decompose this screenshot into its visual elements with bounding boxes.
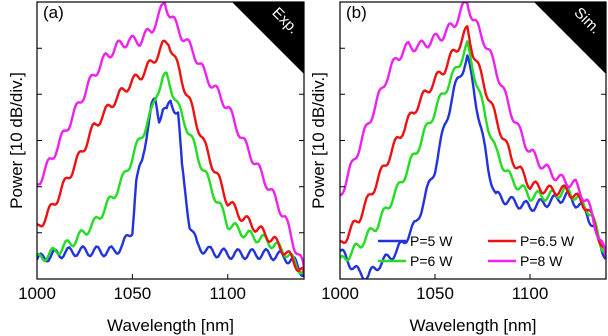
- y-axis-title: Power [10 dB/div.]: [7, 72, 26, 209]
- corner-triangle: [534, 2, 606, 74]
- panel-label: (b): [346, 3, 367, 22]
- x-tick-label: 1050: [416, 284, 454, 303]
- series-line-4: [37, 2, 304, 269]
- series-line-2: [340, 40, 606, 262]
- x-axis-title: Wavelength [nm]: [107, 316, 234, 335]
- x-tick-label: 1000: [18, 284, 56, 303]
- series-line-3: [37, 39, 304, 274]
- plot-area: [340, 2, 606, 279]
- y-axis-title: Power [10 dB/div.]: [309, 72, 328, 209]
- series-line-4: [340, 2, 606, 257]
- legend-entry: P=6 W: [410, 253, 453, 269]
- legend-entry: P=5 W: [410, 233, 453, 249]
- x-tick-label: 1100: [512, 284, 549, 303]
- series-line-2: [37, 71, 304, 275]
- x-tick-label: 1100: [209, 284, 246, 303]
- x-axis-title: Wavelength [nm]: [410, 316, 537, 335]
- x-tick-label: 1000: [321, 284, 359, 303]
- legend-entry: P=8 W: [520, 253, 563, 269]
- series-line-3: [340, 25, 606, 257]
- corner-triangle: [232, 2, 304, 74]
- panel-label: (a): [43, 3, 64, 22]
- legend: P=5 W P=6.5 W P=6 W P=8 W: [378, 233, 575, 269]
- series-line-1: [37, 97, 304, 278]
- legend-entry: P=6.5 W: [520, 233, 575, 249]
- series-line-1: [340, 54, 606, 279]
- plot-area: [37, 2, 304, 278]
- x-tick-label: 1050: [113, 284, 151, 303]
